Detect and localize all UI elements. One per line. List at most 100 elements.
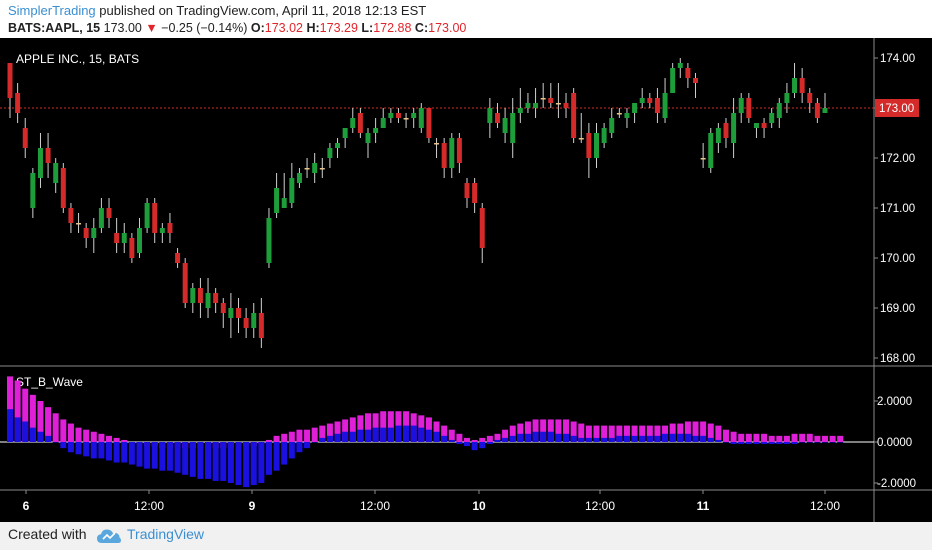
tradingview-cloud-icon[interactable] — [96, 528, 122, 544]
candle-body — [98, 208, 104, 228]
candle-body — [274, 188, 280, 213]
candle-body — [213, 293, 219, 303]
wave-bar-blue — [608, 437, 615, 442]
candle-body — [220, 303, 226, 313]
wave-bar-blue — [113, 442, 120, 463]
wave-bar-blue — [486, 442, 493, 445]
candle-body — [342, 128, 348, 138]
wave-bar-magenta — [113, 437, 120, 442]
tradingview-brand[interactable]: TradingView — [127, 526, 205, 542]
wave-bar-magenta — [83, 429, 90, 442]
wave-bar-blue — [715, 439, 722, 442]
ohlc-line: BATS:AAPL, 15 173.00 ▼ −0.25 (−0.14%) O:… — [8, 21, 466, 35]
candle-body — [243, 318, 249, 328]
wave-bar-blue — [128, 442, 135, 465]
candle-body — [129, 238, 135, 258]
wave-bar-magenta — [822, 435, 828, 442]
wave-bar-magenta — [45, 407, 52, 442]
wave-bar-blue — [631, 435, 638, 442]
candle-body — [426, 108, 432, 138]
wave-bar-magenta — [342, 419, 349, 442]
price-tick-label: 169.00 — [880, 303, 915, 315]
author-link[interactable]: SimplerTrading — [8, 3, 96, 18]
wave-bar-blue — [753, 442, 760, 445]
wave-bar-magenta — [776, 435, 783, 442]
wave-bar-magenta — [829, 435, 836, 442]
candle-body — [37, 148, 43, 178]
wave-bar-blue — [60, 442, 67, 449]
wave-bar-blue — [357, 429, 364, 442]
wave-bar-magenta — [281, 433, 288, 442]
down-triangle-icon: ▼ — [145, 21, 158, 35]
candle-body — [814, 103, 820, 118]
wave-bar-blue — [67, 442, 74, 453]
close-value: 173.00 — [428, 21, 467, 35]
wave-bar-blue — [471, 442, 478, 451]
chart-svg[interactable]: APPLE INC., 15, BATS 174.00 173.00 172.00 17… — [0, 38, 932, 522]
candle-body — [479, 208, 485, 248]
wave-bar-blue — [623, 435, 630, 442]
price-tick-label: 168.00 — [880, 353, 915, 365]
price-tick-label: 171.00 — [880, 203, 915, 215]
wave-bar-blue — [364, 429, 371, 442]
candle-body — [632, 103, 638, 113]
wave-bar-magenta — [593, 425, 600, 442]
wave-bar-blue — [14, 417, 21, 442]
wave-bar-blue — [837, 442, 844, 443]
candle-body — [418, 108, 424, 128]
candle-body — [616, 113, 622, 115]
candle-body — [723, 123, 729, 138]
candle-body — [494, 113, 500, 123]
wave-bar-magenta — [585, 425, 592, 442]
wave-bar-magenta — [684, 421, 691, 442]
wave-bar-magenta — [456, 433, 463, 442]
wave-bar-magenta — [311, 427, 318, 442]
wave-bar-blue — [502, 437, 509, 442]
wave-bar-blue — [227, 442, 234, 483]
time-tick-label: 12:00 — [134, 499, 164, 513]
candle-body — [167, 223, 173, 233]
wave-bar-blue — [319, 437, 326, 442]
candle-body — [708, 133, 714, 168]
wave-bar-magenta — [22, 388, 29, 442]
candle-body — [662, 93, 668, 118]
candle-body — [76, 223, 82, 225]
wave-tick-label: -2.0000 — [877, 478, 916, 490]
wave-bar-blue — [524, 433, 531, 442]
candle-body — [335, 143, 341, 148]
candle-body — [144, 203, 150, 228]
footer: Created with TradingView — [0, 522, 932, 550]
wave-bar-blue — [464, 442, 471, 447]
wave-bar-blue — [45, 435, 52, 442]
wave-bar-magenta — [464, 437, 471, 442]
wave-bar-blue — [570, 435, 577, 442]
time-tick-label: 12:00 — [360, 499, 390, 513]
chart-area[interactable]: APPLE INC., 15, BATS 174.00 173.00 172.00 17… — [0, 38, 932, 522]
candle-body — [784, 93, 790, 103]
wave-bar-blue — [403, 425, 410, 442]
candle-body — [753, 123, 759, 128]
wave-bar-magenta — [29, 394, 36, 442]
candle-body — [510, 113, 516, 143]
last-price-label: 173.00 — [879, 103, 914, 115]
wave-bar-magenta — [532, 419, 539, 442]
wave-bar-magenta — [319, 425, 326, 442]
candle-body — [114, 233, 120, 243]
candle-body — [281, 198, 287, 208]
wave-bar-blue — [814, 442, 821, 443]
wave-bar-magenta — [608, 425, 615, 442]
wave-bar-magenta — [623, 425, 630, 442]
created-with-label: Created with — [8, 526, 87, 542]
candle-body — [319, 168, 325, 170]
candle-body — [312, 163, 318, 173]
wave-bar-magenta — [753, 433, 760, 442]
wave-bar-blue — [745, 442, 752, 445]
candle-body — [106, 208, 112, 218]
close-label: C: — [414, 21, 429, 35]
wave-bar-blue — [235, 442, 242, 486]
candle-body — [159, 228, 165, 233]
wave-bar-blue — [829, 442, 836, 443]
candle-body — [548, 98, 554, 103]
wave-bar-blue — [738, 442, 745, 445]
price-change: −0.25 (−0.14%) — [161, 21, 248, 35]
